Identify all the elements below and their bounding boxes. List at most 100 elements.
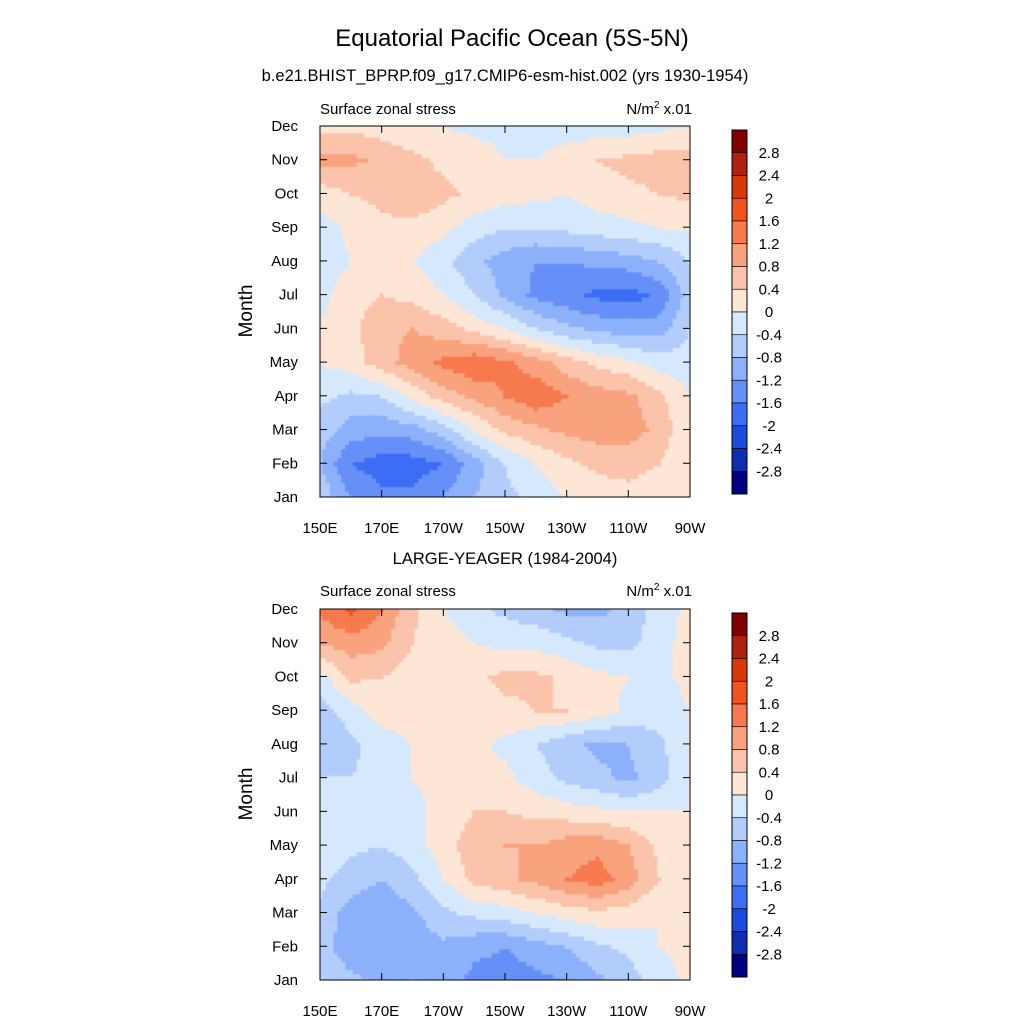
heatmap-cell — [541, 473, 547, 479]
heatmap-cell — [634, 448, 639, 454]
heatmap-cell — [360, 334, 366, 340]
heatmap-cell — [664, 490, 670, 496]
heatmap-cell — [460, 419, 466, 425]
heatmap-cell — [410, 376, 416, 382]
heatmap-cell — [537, 296, 543, 302]
heatmap-cell — [603, 478, 608, 484]
heatmap-cell — [549, 389, 554, 395]
heatmap-cell — [391, 334, 396, 340]
heatmap-cell — [553, 410, 558, 416]
heatmap-cell — [341, 473, 346, 479]
heatmap-cell — [491, 359, 497, 365]
heatmap-cell — [383, 490, 389, 496]
heatmap-cell — [530, 402, 535, 408]
heatmap-cell — [383, 309, 389, 315]
heatmap-cell — [603, 427, 608, 433]
heatmap-cell — [610, 397, 616, 403]
heatmap-cell — [599, 406, 605, 412]
heatmap-cell — [422, 343, 427, 349]
heatmap-cell — [452, 300, 458, 306]
heatmap-cell — [653, 343, 659, 349]
heatmap-cell — [414, 469, 420, 475]
heatmap-cell — [680, 292, 686, 298]
heatmap-cell — [684, 296, 689, 302]
heatmap-cell — [460, 414, 466, 420]
heatmap-cell — [514, 435, 520, 441]
heatmap-cell — [345, 419, 350, 425]
heatmap-cell — [479, 288, 485, 294]
heatmap-cell — [476, 389, 481, 395]
heatmap-cell — [325, 330, 331, 336]
heatmap-cell — [622, 343, 628, 349]
heatmap-cell — [576, 448, 581, 454]
heatmap-cell — [530, 376, 535, 382]
heatmap-cell — [387, 478, 393, 484]
heatmap-cell — [487, 456, 493, 462]
heatmap-cell — [564, 347, 570, 353]
heatmap-cell — [576, 338, 581, 344]
heatmap-cell — [522, 478, 527, 484]
heatmap-cell — [541, 288, 547, 294]
heatmap-cell — [445, 406, 450, 412]
heatmap-cell — [468, 490, 474, 496]
heatmap-cell — [499, 381, 504, 387]
heatmap-cell — [406, 452, 412, 458]
heatmap-cell — [487, 435, 493, 441]
heatmap-cell — [649, 465, 655, 471]
heatmap-cell — [603, 305, 608, 311]
heatmap-cell — [395, 406, 400, 412]
heatmap-cell — [680, 431, 686, 437]
heatmap-cell — [320, 355, 323, 361]
heatmap-cell — [422, 440, 427, 446]
heatmap-cell — [688, 448, 690, 454]
heatmap-cell — [599, 284, 605, 290]
heatmap-cell — [402, 351, 408, 357]
heatmap-cell — [345, 288, 350, 294]
heatmap-cell — [522, 288, 527, 294]
heatmap-cell — [468, 334, 474, 340]
heatmap-cell — [449, 326, 454, 332]
heatmap-cell — [341, 414, 346, 420]
heatmap-cell — [375, 431, 381, 437]
heatmap-cell — [429, 279, 435, 285]
heatmap-cell — [533, 338, 539, 344]
heatmap-cell — [356, 435, 362, 441]
heatmap-cell — [437, 372, 443, 378]
heatmap-cell — [348, 423, 354, 429]
heatmap-cell — [341, 326, 346, 332]
heatmap-cell — [337, 284, 342, 290]
heatmap-cell — [560, 347, 566, 353]
heatmap-cell — [348, 359, 354, 365]
heatmap-cell — [364, 456, 369, 462]
heatmap-cell — [364, 427, 369, 433]
heatmap-cell — [503, 351, 508, 357]
heatmap-cell — [402, 338, 408, 344]
heatmap-cell — [379, 355, 385, 361]
heatmap-cell — [456, 376, 462, 382]
heatmap-cell — [425, 419, 431, 425]
heatmap-cell — [495, 478, 501, 484]
heatmap-cell — [418, 448, 423, 454]
heatmap-cell — [614, 427, 620, 433]
heatmap-cell — [364, 393, 369, 399]
heatmap-cell — [568, 482, 574, 488]
heatmap-cell — [499, 296, 504, 302]
heatmap-cell — [668, 448, 674, 454]
heatmap-cell — [591, 372, 597, 378]
heatmap-cell — [510, 296, 516, 302]
heatmap-cell — [410, 423, 416, 429]
heatmap-cell — [591, 376, 597, 382]
heatmap-cell — [630, 330, 635, 336]
heatmap-cell — [580, 288, 585, 294]
heatmap-cell — [325, 448, 331, 454]
heatmap-cell — [425, 279, 431, 285]
heatmap-cell — [503, 456, 508, 462]
heatmap-cell — [549, 427, 554, 433]
heatmap-cell — [503, 414, 508, 420]
heatmap-cell — [649, 448, 655, 454]
heatmap-cell — [676, 334, 682, 340]
heatmap-cell — [688, 406, 690, 412]
heatmap-cell — [533, 385, 539, 391]
heatmap-cell — [495, 334, 501, 340]
heatmap-cell — [449, 376, 454, 382]
